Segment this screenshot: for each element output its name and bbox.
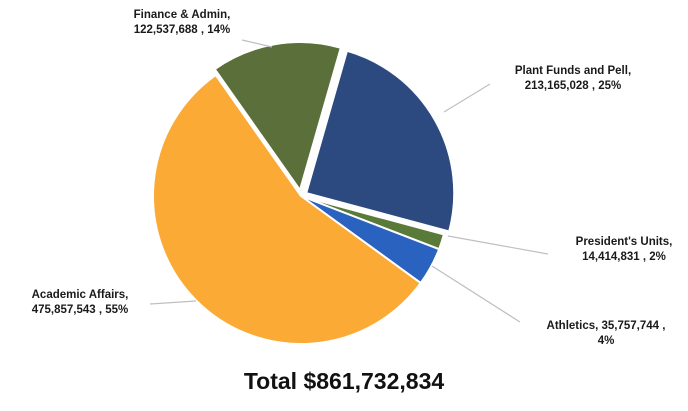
- leader-line: [443, 83, 491, 113]
- slice-label: President's Units, 14,414,831 , 2%: [576, 236, 673, 263]
- leader-line: [431, 265, 521, 323]
- pie-slice-plant-funds-and-pell: [304, 49, 456, 233]
- slice-label: Plant Funds and Pell, 213,165,028 , 25%: [515, 65, 631, 92]
- leader-line: [149, 300, 197, 305]
- slice-label: Athletics, 35,757,744 , 4%: [547, 320, 666, 347]
- slice-label-line: President's Units,: [576, 236, 673, 248]
- leader-lines: [149, 39, 549, 323]
- slice-label-line: 213,165,028 , 25%: [525, 80, 622, 92]
- slice-label-line: Finance & Admin,: [134, 9, 231, 21]
- slice-labels: Plant Funds and Pell, 213,165,028 , 25% Pr…: [32, 9, 673, 347]
- pie-slice-academic-affairs: [152, 73, 423, 345]
- slice-label-line: Academic Affairs,: [32, 289, 129, 301]
- leader-line: [241, 39, 273, 48]
- leader-line: [447, 235, 549, 255]
- chart-total: Total $861,732,834: [243, 368, 445, 394]
- slice-label-line: Plant Funds and Pell,: [515, 65, 631, 77]
- slice-label-line: 14,414,831 , 2%: [582, 251, 666, 263]
- slice-label-line: 475,857,543 , 55%: [32, 304, 129, 316]
- pie-slices: [152, 41, 456, 345]
- slice-label-line: 4%: [598, 335, 615, 347]
- slice-label: Finance & Admin, 122,537,688 , 14%: [134, 9, 231, 36]
- slice-label-line: 122,537,688 , 14%: [134, 24, 231, 36]
- pie-slice-finance-admin: [213, 41, 343, 193]
- slice-label-line: Athletics, 35,757,744 ,: [547, 320, 666, 332]
- slice-label: Academic Affairs, 475,857,543 , 55%: [32, 289, 129, 316]
